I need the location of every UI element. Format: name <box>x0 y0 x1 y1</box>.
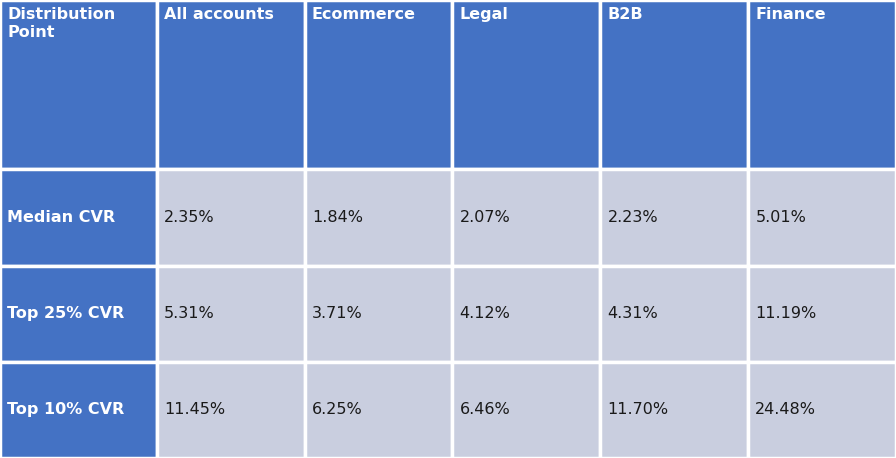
Text: 11.19%: 11.19% <box>755 306 816 321</box>
Text: Legal: Legal <box>460 7 509 22</box>
Text: Distribution
Point: Distribution Point <box>7 7 116 40</box>
Bar <box>305 266 452 362</box>
Text: 5.01%: 5.01% <box>755 210 806 225</box>
Bar <box>452 266 600 362</box>
Bar <box>748 266 896 362</box>
Bar <box>452 0 600 169</box>
Bar <box>0 266 157 362</box>
Text: Finance: Finance <box>755 7 826 22</box>
Text: 6.25%: 6.25% <box>312 403 363 417</box>
Text: 2.35%: 2.35% <box>164 210 215 225</box>
Text: 1.84%: 1.84% <box>312 210 363 225</box>
Text: Top 10% CVR: Top 10% CVR <box>7 403 125 417</box>
Text: 11.45%: 11.45% <box>164 403 225 417</box>
Bar <box>748 0 896 169</box>
Bar <box>157 169 305 266</box>
Bar <box>305 169 452 266</box>
Bar <box>748 169 896 266</box>
Bar <box>305 362 452 458</box>
Text: All accounts: All accounts <box>164 7 274 22</box>
Bar <box>0 169 157 266</box>
Text: 2.23%: 2.23% <box>607 210 659 225</box>
Text: 5.31%: 5.31% <box>164 306 215 321</box>
Text: 11.70%: 11.70% <box>607 403 668 417</box>
Text: Top 25% CVR: Top 25% CVR <box>7 306 125 321</box>
Bar <box>157 0 305 169</box>
Bar <box>600 362 748 458</box>
Text: 6.46%: 6.46% <box>460 403 511 417</box>
Bar <box>0 362 157 458</box>
Bar <box>600 266 748 362</box>
Bar <box>305 0 452 169</box>
Text: 3.71%: 3.71% <box>312 306 363 321</box>
Bar <box>452 362 600 458</box>
Text: Median CVR: Median CVR <box>7 210 116 225</box>
Text: B2B: B2B <box>607 7 643 22</box>
Bar <box>600 169 748 266</box>
Bar <box>748 362 896 458</box>
Bar <box>452 169 600 266</box>
Text: 4.31%: 4.31% <box>607 306 659 321</box>
Bar <box>600 0 748 169</box>
Bar <box>157 362 305 458</box>
Text: 2.07%: 2.07% <box>460 210 511 225</box>
Text: 4.12%: 4.12% <box>460 306 511 321</box>
Text: Ecommerce: Ecommerce <box>312 7 416 22</box>
Text: 24.48%: 24.48% <box>755 403 816 417</box>
Bar <box>0 0 157 169</box>
Bar <box>157 266 305 362</box>
